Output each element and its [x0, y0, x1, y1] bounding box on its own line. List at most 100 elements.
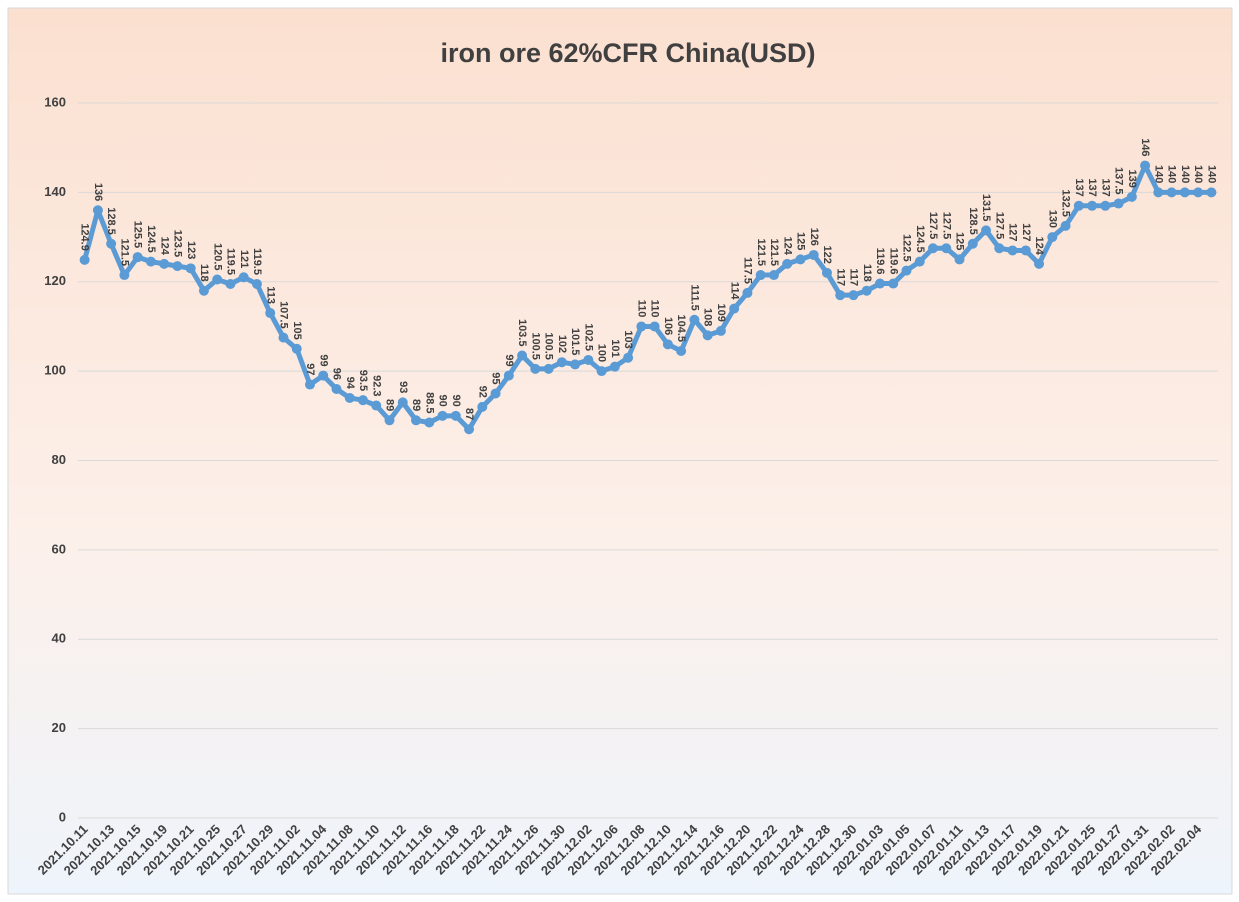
data-point	[477, 402, 487, 412]
data-label: 110	[635, 300, 647, 318]
data-point	[186, 263, 196, 273]
data-label: 87	[463, 408, 475, 420]
data-label: 114	[728, 282, 740, 301]
data-label: 119.5	[251, 248, 263, 275]
y-tick-label: 140	[44, 184, 66, 199]
data-label: 128.5	[967, 207, 979, 235]
data-label: 130	[1046, 210, 1058, 228]
data-point	[1193, 187, 1203, 197]
data-label: 121	[238, 250, 250, 268]
data-label: 101	[609, 339, 621, 357]
data-point	[252, 279, 262, 289]
data-label: 125	[954, 232, 966, 250]
data-point	[1021, 245, 1031, 255]
data-point	[901, 266, 911, 276]
data-point	[1034, 259, 1044, 269]
y-tick-label: 160	[44, 94, 66, 109]
data-point	[848, 290, 858, 300]
data-label: 146	[1139, 138, 1151, 156]
data-label: 140	[1152, 165, 1164, 183]
data-point	[955, 254, 965, 264]
data-label: 122.5	[901, 234, 913, 262]
data-label: 120.5	[211, 243, 223, 271]
data-point	[769, 270, 779, 280]
chart: iron ore 62%CFR China(USD) 0204060801001…	[0, 0, 1239, 902]
data-point	[1140, 161, 1150, 171]
y-tick-label: 100	[44, 363, 66, 378]
data-point	[583, 355, 593, 365]
data-point	[1167, 187, 1177, 197]
data-label: 140	[1166, 165, 1178, 183]
data-point	[451, 411, 461, 421]
data-point	[703, 330, 713, 340]
data-point	[225, 279, 235, 289]
data-point	[650, 321, 660, 331]
data-point	[557, 357, 567, 367]
data-point	[875, 279, 885, 289]
data-point	[822, 268, 832, 278]
data-label: 137	[1073, 178, 1085, 196]
data-point	[636, 321, 646, 331]
data-label: 136	[92, 183, 104, 201]
data-point	[146, 257, 156, 267]
data-label: 93.5	[357, 370, 369, 391]
data-label: 88.5	[423, 392, 435, 413]
data-point	[782, 259, 792, 269]
data-point	[676, 346, 686, 356]
data-point	[1047, 232, 1057, 242]
data-label: 109	[715, 304, 727, 322]
data-label: 108	[702, 308, 714, 326]
data-label: 102	[556, 335, 568, 353]
data-label: 103.5	[516, 319, 528, 347]
data-label: 127.5	[940, 212, 952, 240]
data-point	[1061, 221, 1071, 231]
data-label: 107.5	[278, 301, 290, 329]
data-label: 99	[503, 354, 515, 366]
data-label: 119.6	[874, 248, 886, 275]
data-label: 128.5	[105, 207, 117, 235]
data-point	[80, 255, 90, 265]
data-point	[159, 259, 169, 269]
data-label: 110	[649, 300, 661, 318]
data-point	[278, 333, 288, 343]
data-point	[888, 279, 898, 289]
y-tick-label: 80	[52, 452, 66, 467]
data-label: 127	[1007, 223, 1019, 241]
data-point	[1206, 187, 1216, 197]
data-label: 99	[317, 354, 329, 366]
data-label: 100.5	[529, 332, 541, 360]
data-point	[915, 257, 925, 267]
data-point	[1087, 201, 1097, 211]
data-point	[318, 371, 328, 381]
data-label: 89	[384, 399, 396, 411]
data-label: 117	[848, 268, 860, 286]
data-point	[119, 270, 129, 280]
data-point	[928, 243, 938, 253]
data-label: 127.5	[993, 212, 1005, 240]
data-point	[756, 270, 766, 280]
data-point	[835, 290, 845, 300]
data-label: 140	[1179, 165, 1191, 183]
data-point	[941, 243, 951, 253]
data-point	[1153, 187, 1163, 197]
data-point	[968, 239, 978, 249]
data-label: 119.5	[225, 248, 237, 275]
data-label: 124.5	[145, 225, 157, 253]
data-label: 132.5	[1060, 189, 1072, 217]
data-point	[795, 254, 805, 264]
data-point	[530, 364, 540, 374]
data-label: 117	[834, 268, 846, 286]
data-label: 137.5	[1113, 167, 1125, 195]
data-label: 140	[1205, 165, 1217, 183]
data-point	[729, 304, 739, 314]
data-label: 89	[410, 399, 422, 411]
data-point	[398, 397, 408, 407]
data-point	[1127, 192, 1137, 202]
data-point	[239, 272, 249, 282]
data-label: 96	[331, 368, 343, 380]
data-label: 121.5	[755, 239, 767, 267]
data-point	[623, 353, 633, 363]
y-tick-label: 0	[59, 809, 66, 824]
data-label: 124.9	[79, 223, 91, 251]
data-point	[1180, 187, 1190, 197]
